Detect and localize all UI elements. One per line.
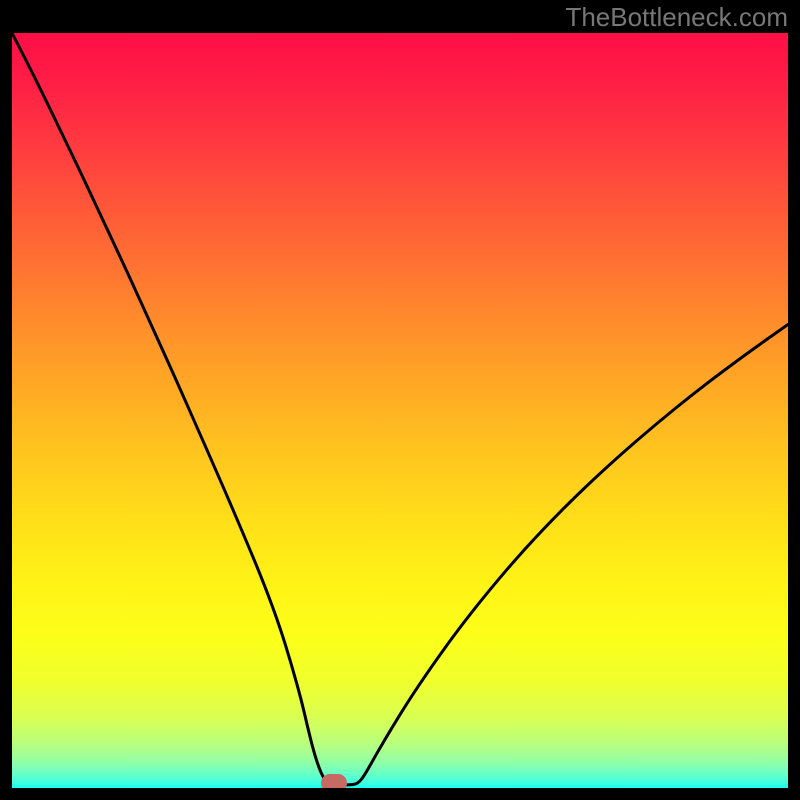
plot-area (12, 33, 788, 788)
chart-root: TheBottleneck.com (0, 0, 800, 800)
watermark-text: TheBottleneck.com (565, 2, 788, 33)
minimum-marker (321, 774, 347, 788)
bottleneck-curve (12, 33, 788, 788)
